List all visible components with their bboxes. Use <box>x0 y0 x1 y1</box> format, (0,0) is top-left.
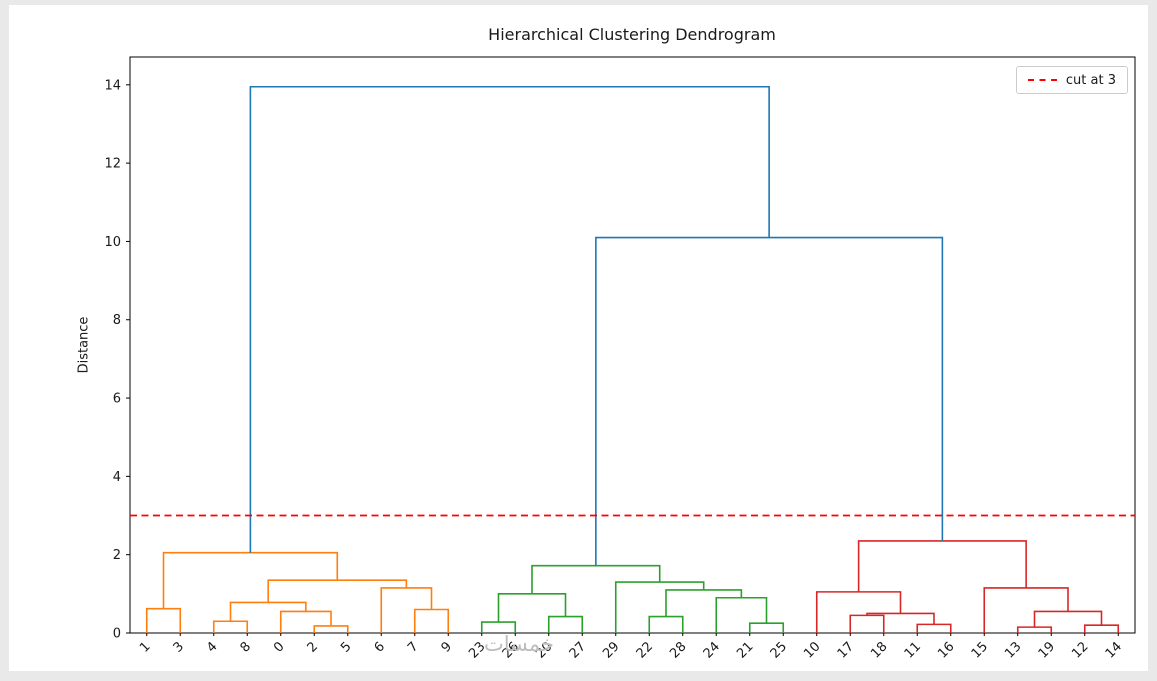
dendrogram-link <box>857 540 1027 592</box>
y-tick-label: 4 <box>113 470 121 485</box>
dendrogram-link <box>229 601 307 622</box>
y-tick-label: 0 <box>113 627 121 642</box>
dendrogram-link <box>866 612 935 625</box>
x-leaf-label: 6 <box>372 639 388 655</box>
x-leaf-label: 5 <box>338 639 354 655</box>
x-leaf-label: 3 <box>171 639 187 655</box>
x-leaf-label: 1 <box>137 639 153 655</box>
dendrogram-link <box>1083 624 1120 633</box>
dendrogram-link <box>748 622 785 633</box>
x-leaf-label: 12 <box>1069 639 1091 661</box>
x-leaf-label: 9 <box>439 639 455 655</box>
dendrogram-link <box>547 615 584 633</box>
x-leaf-label: 18 <box>868 639 890 661</box>
x-leaf-label: 27 <box>567 639 589 661</box>
x-leaf-label: 19 <box>1036 639 1058 661</box>
watermark-text: خمسات <box>484 632 555 656</box>
dendrogram-link <box>1016 626 1053 633</box>
dendrogram-link <box>665 589 743 617</box>
dendrogram-link <box>497 593 567 623</box>
x-leaf-label: 25 <box>768 639 790 661</box>
x-leaf-label: 2 <box>305 639 321 655</box>
dendrogram-link <box>531 564 661 594</box>
x-leaf-label: 7 <box>405 639 421 655</box>
dendrogram-link <box>212 620 249 633</box>
dendrogram-link <box>279 610 332 633</box>
dendrogram-link <box>380 587 433 633</box>
x-leaf-label: 8 <box>238 639 254 655</box>
x-leaf-label: 13 <box>1002 639 1024 661</box>
x-leaf-label: 17 <box>835 639 857 661</box>
dendrogram-link <box>849 614 885 633</box>
x-leaf-label: 28 <box>667 639 689 661</box>
x-leaf-label: 22 <box>634 639 656 661</box>
y-tick-label: 6 <box>113 392 121 407</box>
x-leaf-label: 4 <box>204 639 220 655</box>
dendrogram-link <box>916 623 952 633</box>
legend: cut at 3 <box>1015 66 1128 94</box>
dendrogram-link <box>145 607 182 633</box>
dendrogram-link <box>595 236 944 566</box>
chart-title: Hierarchical Clustering Dendrogram <box>488 25 776 44</box>
dendrogram-link <box>1033 610 1103 628</box>
x-leaf-label: 10 <box>801 639 823 661</box>
cut-line-legend-label: cut at 3 <box>1065 72 1116 88</box>
x-leaf-label: 11 <box>902 639 924 661</box>
axes-frame <box>129 56 1136 634</box>
x-leaf-label: 24 <box>701 639 723 661</box>
figure-canvas <box>9 5 1148 671</box>
dendrogram-link <box>614 581 705 633</box>
x-leaf-label: 15 <box>969 639 991 661</box>
x-leaf-label: 0 <box>271 639 287 655</box>
y-tick-label: 8 <box>113 313 121 328</box>
dendrogram-link <box>267 579 408 603</box>
x-leaf-label: 14 <box>1103 639 1125 661</box>
y-axis-label: Distance <box>76 316 92 374</box>
dendrogram-link <box>249 85 770 553</box>
dendrogram-link <box>983 587 1069 633</box>
x-leaf-label: 16 <box>935 639 957 661</box>
dendrogram-link <box>648 615 684 633</box>
cut-line-legend-swatch <box>1027 79 1057 81</box>
y-tick-label: 14 <box>104 78 121 93</box>
y-tick-label: 10 <box>104 235 121 250</box>
dendrogram-link <box>715 596 768 633</box>
x-leaf-label: 29 <box>600 639 622 661</box>
x-leaf-label: 21 <box>734 639 756 661</box>
y-tick-label: 12 <box>104 157 121 172</box>
dendrogram-link <box>413 608 450 633</box>
dendrogram-link <box>815 591 902 633</box>
dendrogram-link <box>313 625 349 633</box>
y-tick-label: 2 <box>113 548 121 563</box>
